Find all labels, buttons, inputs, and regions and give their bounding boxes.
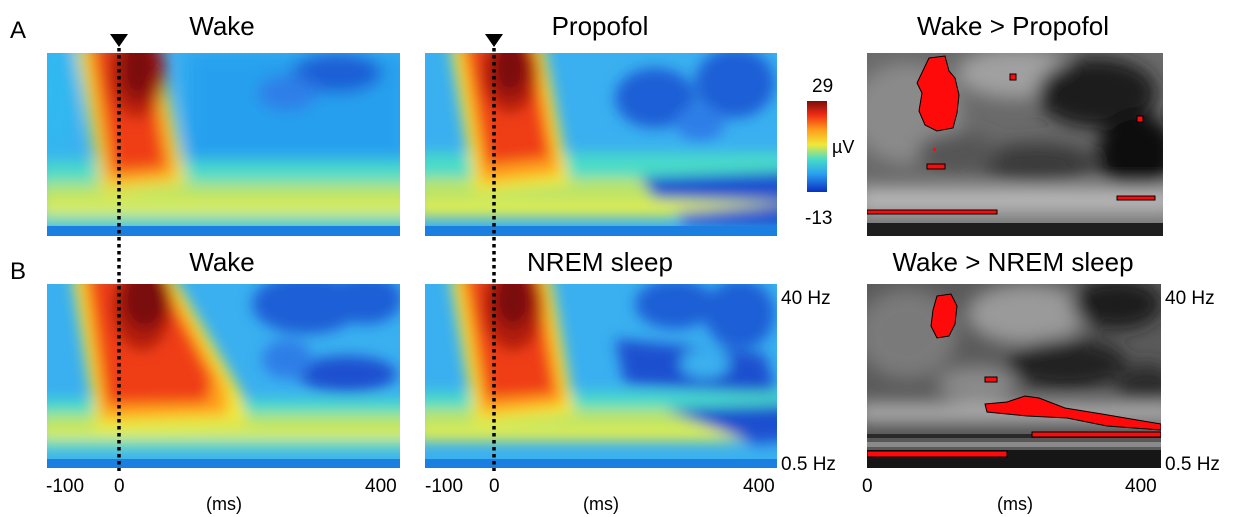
colorbar-unit: µV [832, 137, 855, 157]
onset-line-left [117, 48, 121, 471]
x-unit-right: (ms) [997, 494, 1033, 514]
stimulus-onset-triangle-icon [485, 34, 503, 47]
y-label-bottom-right: 0.5 Hz [1165, 454, 1220, 475]
statmap-a-contrast [867, 53, 1163, 236]
x-tick-minus100-middle: -100 [425, 476, 464, 497]
heatmap-a-wake [47, 53, 400, 236]
x-unit-left: (ms) [206, 494, 242, 514]
heatmap-b-wake [47, 284, 400, 468]
colorbar-min-label: -13 [805, 208, 833, 229]
title-a-propofol: Propofol [551, 11, 649, 41]
y-label-bottom-left: 0.5 Hz [781, 454, 836, 475]
heatmap-a-propofol [425, 53, 777, 236]
x-tick-400-middle: 400 [743, 476, 775, 497]
colorbar-max-label: 29 [812, 76, 834, 97]
colorbar [807, 101, 827, 192]
x-tick-400-left: 400 [365, 476, 397, 497]
x-tick-400-right: 400 [1125, 476, 1157, 497]
x-tick-0-right: 0 [862, 476, 873, 497]
title-b-wake: Wake [189, 247, 255, 277]
title-a-wake: Wake [189, 11, 255, 41]
title-b-contrast: Wake > NREM sleep [892, 247, 1134, 277]
y-label-top-left: 40 Hz [781, 288, 831, 309]
title-b-nrem: NREM sleep [527, 247, 673, 277]
onset-line-middle [492, 48, 496, 471]
x-tick-minus100-left: -100 [46, 476, 85, 497]
heatmap-b-nrem [425, 284, 777, 468]
statmap-b-contrast [867, 284, 1161, 468]
stimulus-onset-triangle-icon [110, 34, 128, 47]
title-a-contrast: Wake > Propofol [917, 11, 1109, 41]
x-tick-0-middle: 0 [489, 476, 500, 497]
panel-a-label: A [10, 17, 27, 44]
panel-b-label: B [10, 258, 27, 285]
y-label-top-right: 40 Hz [1165, 288, 1215, 309]
x-unit-middle: (ms) [583, 494, 619, 514]
x-tick-0-left: 0 [114, 476, 125, 497]
